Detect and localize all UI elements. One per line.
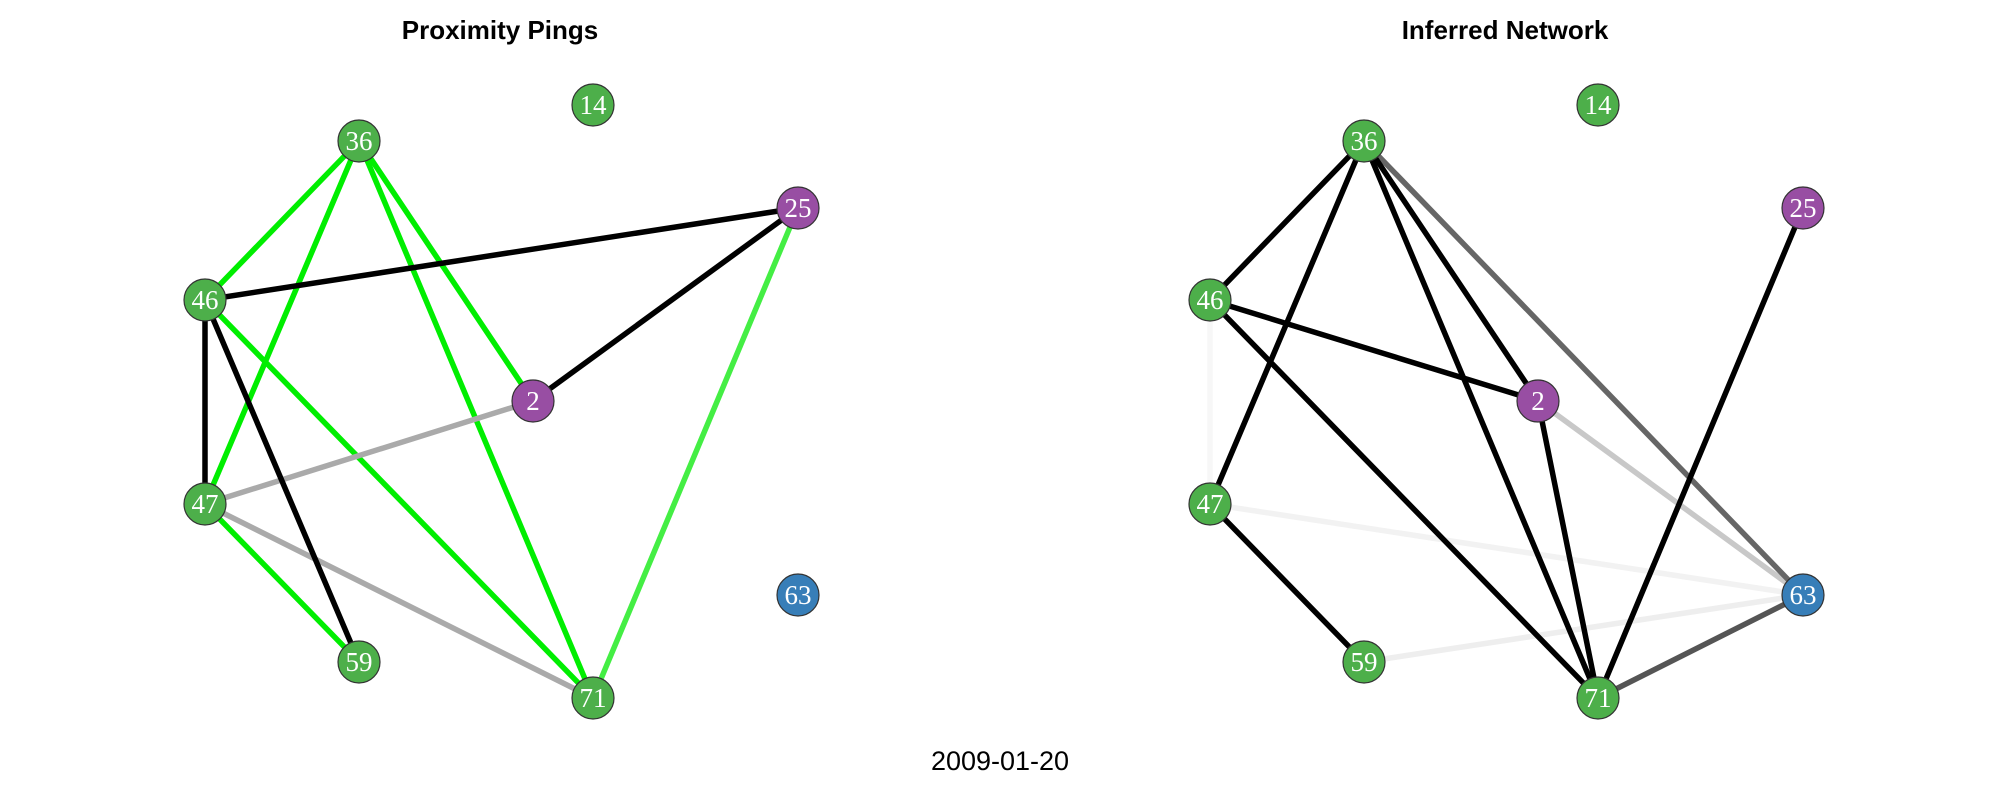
proximity-node-14: 14	[571, 83, 615, 127]
inferred-edge-46-2	[1207, 297, 1541, 404]
proximity-node-36: 36	[337, 119, 381, 163]
proximity-edge-47-71	[202, 501, 596, 701]
inferred-node-circle-59	[1342, 640, 1386, 684]
proximity-edges	[202, 138, 801, 701]
proximity-node-circle-36	[337, 119, 381, 163]
inferred-edges	[1207, 138, 1806, 701]
proximity-edge-2-25	[530, 205, 801, 404]
inferred-node-circle-47	[1188, 482, 1232, 526]
inferred-node-label-46: 46	[1197, 285, 1224, 315]
inferred-node-36: 36	[1342, 119, 1386, 163]
proximity-nodes: 14 36 25 46 2 47 63 59 71	[183, 83, 820, 720]
inferred-node-label-63: 63	[1790, 580, 1817, 610]
proximity-pings-title: Proximity Pings	[402, 15, 599, 45]
inferred-node-label-36: 36	[1351, 126, 1378, 156]
inferred-node-63: 63	[1781, 573, 1825, 617]
proximity-pings-panel: Proximity Pings 14 36 25 46 2 47 63 59 71	[183, 15, 820, 720]
proximity-node-circle-2	[511, 379, 555, 423]
proximity-edge-47-59	[202, 501, 362, 665]
proximity-node-label-25: 25	[785, 193, 812, 223]
proximity-node-46: 46	[183, 278, 227, 322]
inferred-edge-36-71	[1361, 138, 1601, 701]
proximity-node-label-47: 47	[192, 489, 219, 519]
inferred-node-circle-25	[1781, 186, 1825, 230]
proximity-edge-46-71	[202, 297, 596, 701]
proximity-node-63: 63	[776, 573, 820, 617]
proximity-node-label-2: 2	[526, 386, 540, 416]
inferred-node-25: 25	[1781, 186, 1825, 230]
inferred-edge-36-63	[1361, 138, 1806, 598]
inferred-edge-25-71	[1595, 205, 1806, 701]
proximity-edge-46-25	[202, 205, 801, 303]
inferred-network-title: Inferred Network	[1402, 15, 1609, 45]
inferred-network-panel: Inferred Network 14 36 25 46 2 47 63 59 71	[1188, 15, 1825, 720]
proximity-edge-47-2	[202, 398, 536, 507]
inferred-node-circle-2	[1516, 379, 1560, 423]
inferred-edge-2-71	[1535, 398, 1601, 701]
proximity-node-circle-14	[571, 83, 615, 127]
proximity-node-label-59: 59	[346, 647, 373, 677]
inferred-edge-47-59	[1207, 501, 1367, 665]
proximity-node-circle-59	[337, 640, 381, 684]
inferred-node-14: 14	[1576, 83, 1620, 127]
proximity-node-47: 47	[183, 482, 227, 526]
inferred-node-46: 46	[1188, 278, 1232, 322]
inferred-node-59: 59	[1342, 640, 1386, 684]
proximity-node-label-36: 36	[346, 126, 373, 156]
proximity-edge-36-47	[202, 138, 362, 507]
inferred-node-label-71: 71	[1585, 683, 1612, 713]
inferred-node-circle-63	[1781, 573, 1825, 617]
proximity-node-circle-47	[183, 482, 227, 526]
proximity-node-circle-71	[571, 676, 615, 720]
proximity-edge-36-46	[202, 138, 362, 303]
proximity-edge-25-71	[590, 205, 801, 701]
inferred-node-circle-71	[1576, 676, 1620, 720]
proximity-node-circle-46	[183, 278, 227, 322]
inferred-edge-47-63	[1207, 501, 1806, 598]
inferred-node-47: 47	[1188, 482, 1232, 526]
inferred-edge-36-2	[1361, 138, 1541, 404]
proximity-node-2: 2	[511, 379, 555, 423]
inferred-node-label-25: 25	[1790, 193, 1817, 223]
date-label: 2009-01-20	[931, 746, 1069, 776]
inferred-node-label-47: 47	[1197, 489, 1224, 519]
inferred-edge-2-63	[1535, 398, 1806, 598]
inferred-nodes: 14 36 25 46 2 47 63 59 71	[1188, 83, 1825, 720]
inferred-node-label-14: 14	[1585, 90, 1613, 120]
inferred-node-71: 71	[1576, 676, 1620, 720]
inferred-node-circle-36	[1342, 119, 1386, 163]
inferred-edge-71-63	[1595, 592, 1806, 701]
proximity-node-circle-25	[776, 186, 820, 230]
inferred-node-2: 2	[1516, 379, 1560, 423]
proximity-node-circle-63	[776, 573, 820, 617]
proximity-node-label-46: 46	[192, 285, 219, 315]
inferred-node-circle-46	[1188, 278, 1232, 322]
proximity-node-25: 25	[776, 186, 820, 230]
proximity-edge-46-59	[202, 297, 362, 665]
inferred-node-circle-14	[1576, 83, 1620, 127]
inferred-node-label-59: 59	[1351, 647, 1378, 677]
proximity-edge-36-2	[356, 138, 536, 404]
proximity-node-label-14: 14	[580, 90, 608, 120]
inferred-edge-36-46	[1207, 138, 1367, 303]
proximity-node-59: 59	[337, 640, 381, 684]
proximity-node-label-71: 71	[580, 683, 607, 713]
proximity-node-label-63: 63	[785, 580, 812, 610]
inferred-edge-46-71	[1207, 297, 1601, 701]
inferred-node-label-2: 2	[1531, 386, 1545, 416]
proximity-node-71: 71	[571, 676, 615, 720]
